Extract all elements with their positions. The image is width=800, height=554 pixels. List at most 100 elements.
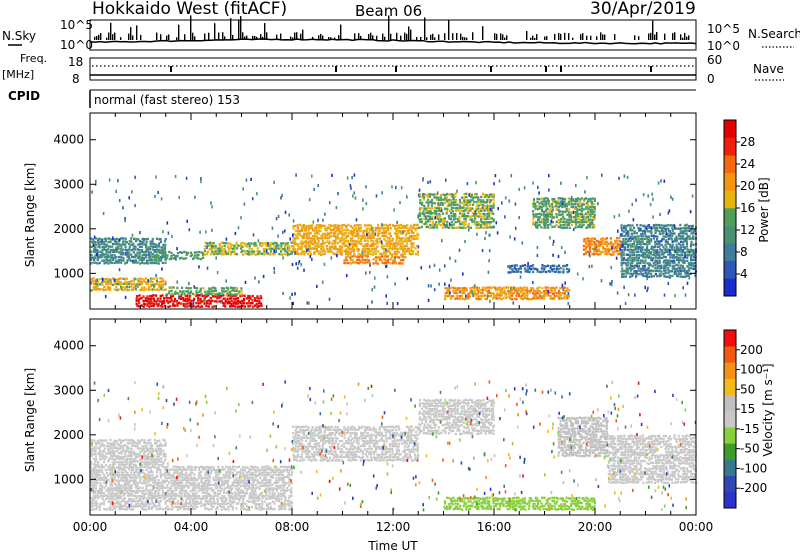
heatmap-cell — [347, 252, 350, 256]
heatmap-cell — [144, 481, 147, 484]
heatmap-cell — [130, 468, 134, 471]
heatmap-cell — [591, 253, 594, 256]
heatmap-cell — [534, 213, 538, 216]
heatmap-cell — [674, 249, 677, 253]
heatmap-cell — [553, 197, 556, 201]
heatmap-cell — [227, 247, 230, 250]
heatmap-cell — [647, 235, 650, 238]
heatmap-cell — [94, 496, 97, 500]
heatmap-cell — [234, 293, 237, 296]
heatmap-cell — [191, 292, 194, 296]
heatmap-cell — [475, 226, 478, 229]
heatmap-cell — [532, 202, 535, 205]
heatmap-cell — [370, 224, 373, 227]
heatmap-cell — [564, 290, 567, 293]
heatmap-cell — [593, 197, 596, 201]
heatmap-cell — [471, 214, 474, 218]
heatmap-cell — [212, 489, 215, 492]
heatmap-cell — [200, 470, 203, 474]
heatmap-cell — [300, 263, 303, 267]
heatmap-cell — [550, 218, 553, 221]
heatmap-cell — [563, 226, 566, 229]
heatmap-cell — [92, 288, 95, 291]
noise-bar — [526, 31, 528, 40]
noise-bar — [558, 33, 560, 40]
heatmap-cell — [361, 261, 365, 264]
heatmap-cell — [525, 291, 528, 295]
heatmap-cell — [686, 253, 689, 257]
heatmap-cell — [115, 489, 118, 492]
heatmap-cell — [560, 181, 562, 185]
heatmap-cell — [143, 465, 146, 468]
heatmap-cell — [328, 245, 331, 248]
heatmap-cell — [248, 244, 251, 248]
heatmap-cell — [488, 291, 491, 295]
heatmap-cell — [96, 253, 98, 257]
heatmap-cell — [144, 281, 148, 284]
heatmap-cell — [300, 240, 303, 243]
heatmap-cell — [492, 225, 496, 229]
heatmap-cell — [488, 199, 491, 202]
heatmap-cell — [109, 500, 112, 503]
heatmap-cell — [102, 211, 105, 216]
heatmap-cell — [694, 229, 697, 232]
heatmap-cell — [622, 242, 626, 246]
heatmap-cell — [555, 213, 558, 216]
heatmap-cell — [398, 240, 401, 243]
heatmap-cell — [334, 247, 338, 250]
heatmap-cell — [214, 484, 218, 487]
heatmap-cell — [625, 264, 628, 267]
heatmap-cell — [226, 302, 229, 305]
heatmap-cell — [192, 302, 195, 306]
heatmap-cell — [264, 242, 267, 245]
heatmap-cell — [130, 484, 133, 487]
heatmap-cell — [372, 236, 375, 240]
heatmap-cell — [646, 272, 648, 276]
heatmap-cell — [450, 215, 453, 218]
heatmap-cell — [558, 210, 561, 213]
heatmap-cell — [546, 264, 549, 267]
heatmap-cell — [107, 262, 110, 265]
heatmap-cell — [164, 282, 167, 286]
heatmap-cell — [692, 229, 695, 232]
heatmap-cell — [330, 250, 333, 254]
heatmap-cell — [195, 301, 198, 305]
heatmap-cell — [396, 301, 399, 306]
heatmap-cell — [452, 223, 455, 226]
heatmap-cell — [511, 268, 514, 271]
heatmap-cell — [587, 207, 590, 210]
heatmap-cell — [151, 474, 154, 477]
heatmap-cell — [504, 292, 507, 295]
heatmap-cell — [132, 494, 135, 497]
heatmap-cell — [257, 239, 260, 243]
heatmap-cell — [200, 489, 203, 492]
heatmap-cell — [246, 252, 249, 256]
heatmap-cell — [488, 204, 491, 207]
heatmap-cell — [574, 216, 577, 219]
heatmap-cell — [671, 259, 674, 263]
heatmap-cell — [509, 297, 512, 300]
heatmap-cell — [159, 259, 162, 262]
heatmap-cell — [176, 470, 179, 474]
heatmap-cell — [389, 247, 392, 250]
heatmap-cell — [278, 252, 281, 256]
heatmap-cell — [183, 250, 186, 254]
heatmap-cell — [224, 242, 227, 245]
heatmap-cell — [317, 250, 320, 253]
heatmap-cell — [399, 226, 402, 230]
heatmap-cell — [459, 222, 462, 226]
heatmap-cell — [117, 505, 121, 508]
heatmap-cell — [490, 204, 493, 208]
heatmap-cell — [565, 209, 568, 213]
heatmap-cell — [334, 253, 337, 256]
heatmap-cell — [625, 272, 628, 275]
heatmap-cell — [679, 256, 682, 259]
heatmap-cell — [158, 496, 161, 500]
heatmap-cell — [251, 294, 254, 298]
noise-bar — [266, 32, 268, 40]
heatmap-cell — [126, 248, 129, 252]
heatmap-cell — [628, 243, 631, 246]
heatmap-cell — [591, 237, 594, 240]
heatmap-cell — [135, 237, 138, 241]
heatmap-cell — [662, 261, 665, 264]
